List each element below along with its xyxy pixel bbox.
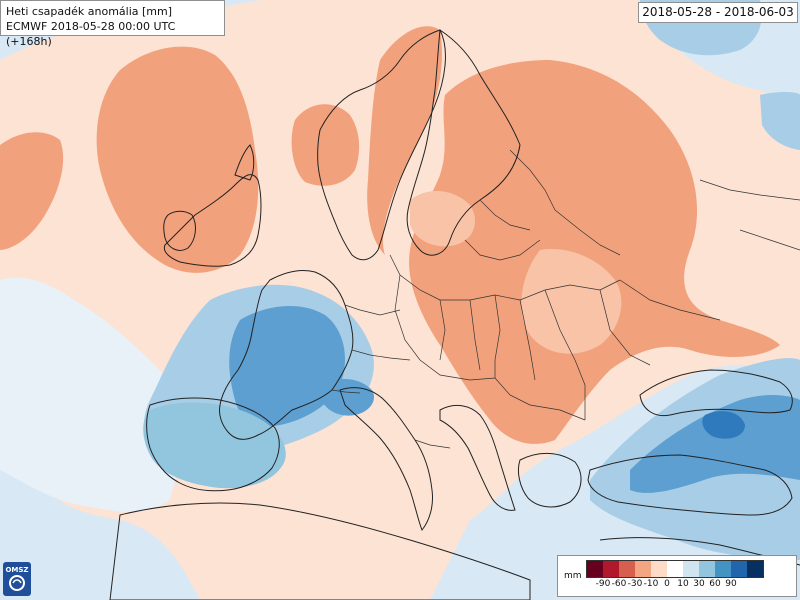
anomaly-medium-blue-spain <box>143 402 286 489</box>
anomaly-medium-red-far-west <box>0 132 64 250</box>
legend-swatch <box>747 561 763 577</box>
legend-tick-label: 0 <box>664 579 670 589</box>
anomaly-medium-red-east <box>409 60 780 444</box>
map-title: Heti csapadék anomália [mm] <box>6 5 173 18</box>
anomaly-medium-red-scandinavia <box>291 104 360 186</box>
coastlines <box>109 29 800 600</box>
country-borders <box>331 149 800 449</box>
omsz-logo-icon: OMSZ <box>3 562 31 596</box>
legend-tick-label: 60 <box>709 579 721 589</box>
legend-tick-label: -90 <box>595 579 611 589</box>
map-subtitle: ECMWF 2018-05-28 00:00 UTC (+168h) <box>6 20 176 48</box>
anomaly-light-red-baltic <box>410 190 475 247</box>
legend-ticks: -90 -60 -30 -10 0 10 30 60 90 <box>586 579 800 593</box>
legend-swatch <box>731 561 747 577</box>
legend-swatch <box>603 561 619 577</box>
legend-tick-label: -30 <box>627 579 643 589</box>
anomaly-medium-blue-france <box>229 305 345 427</box>
legend-swatch <box>715 561 731 577</box>
anomaly-medium-red-norway <box>367 26 442 255</box>
map-title-box: Heti csapadék anomália [mm] ECMWF 2018-0… <box>0 0 225 48</box>
legend-swatch <box>587 561 603 577</box>
legend-color-bar <box>586 560 764 578</box>
omsz-logo-graphic: OMSZ <box>3 562 31 596</box>
legend-swatch <box>635 561 651 577</box>
legend-tick-label: -60 <box>611 579 627 589</box>
date-range: 2018-05-28 - 2018-06-03 <box>642 5 794 19</box>
legend-swatch <box>699 561 715 577</box>
sea-band-west <box>0 277 186 512</box>
anomaly-dark-blue-east <box>702 411 745 439</box>
date-range-box: 2018-05-28 - 2018-06-03 <box>638 2 798 23</box>
legend-tick-label: 10 <box>677 579 689 589</box>
anomaly-light-red-mid <box>521 249 622 354</box>
legend-tick-label: 30 <box>693 579 705 589</box>
legend-unit: mm <box>564 571 582 581</box>
legend-swatch <box>651 561 667 577</box>
legend-swatch <box>683 561 699 577</box>
legend-swatch <box>619 561 635 577</box>
legend-tick-label: 90 <box>725 579 737 589</box>
legend-swatch <box>667 561 683 577</box>
legend-tick-label: -10 <box>643 579 659 589</box>
logo-text: OMSZ <box>5 566 28 574</box>
anomaly-medium-red-atlantic <box>96 46 259 273</box>
anomaly-blue-east-edge <box>760 91 800 150</box>
legend: mm -90 -60 -30 -10 0 10 30 60 90 <box>557 555 797 597</box>
